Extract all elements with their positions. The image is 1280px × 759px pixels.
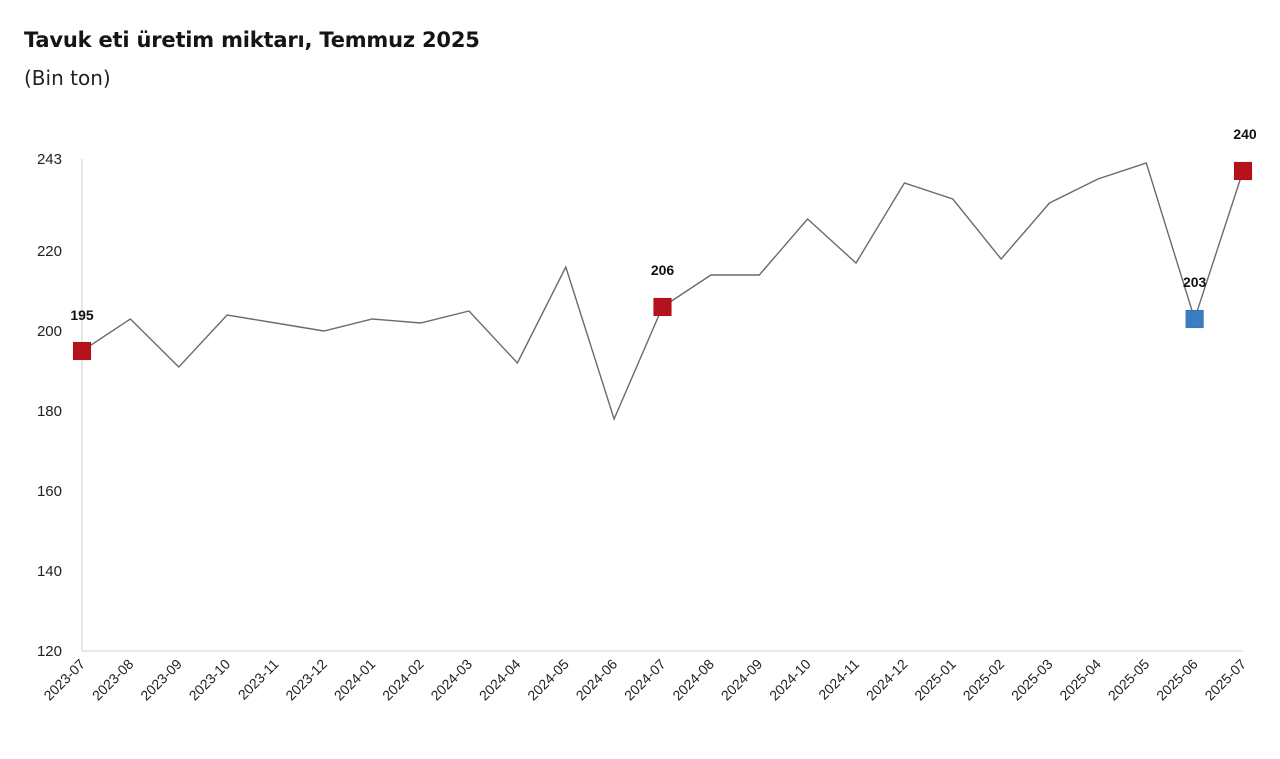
chart-title: Tavuk eti üretim miktarı, Temmuz 2025	[24, 28, 480, 52]
x-tick-label: 2024-10	[766, 656, 814, 704]
x-tick-label: 2024-01	[331, 656, 379, 704]
x-tick-label: 2025-06	[1153, 656, 1201, 704]
x-tick-label: 2024-06	[573, 656, 621, 704]
y-tick-label: 200	[37, 323, 62, 340]
x-tick-label: 2024-05	[524, 656, 572, 704]
y-tick-label: 180	[37, 403, 62, 420]
y-tick-label: 120	[37, 643, 62, 660]
x-tick-label: 2024-12	[863, 656, 911, 704]
y-tick-label: 140	[37, 563, 62, 580]
x-tick-label: 2024-03	[427, 656, 475, 704]
x-tick-label: 2023-10	[186, 656, 234, 704]
x-tick-label: 2023-11	[235, 656, 282, 703]
x-tick-label: 2023-08	[89, 656, 137, 704]
x-tick-label: 2023-12	[282, 656, 330, 704]
x-tick-label: 2024-09	[718, 656, 766, 704]
data-line	[81, 162, 1244, 421]
data-label: 206	[651, 262, 675, 278]
x-tick-label: 2025-07	[1201, 656, 1249, 704]
data-label: 240	[1233, 126, 1257, 142]
x-tick-label: 2025-02	[960, 656, 1008, 704]
data-point-marker	[1233, 161, 1253, 181]
y-tick-label: 220	[37, 243, 62, 260]
y-tick-label: 160	[37, 483, 62, 500]
x-tick-label: 2024-04	[476, 656, 524, 704]
chart-subtitle: (Bin ton)	[24, 66, 111, 90]
data-label: 195	[70, 307, 94, 323]
x-tick-label: 2024-11	[815, 656, 862, 703]
axes	[81, 159, 1243, 652]
data-point-marker	[72, 341, 92, 361]
data-point-marker	[1185, 309, 1204, 329]
x-tick-label: 2024-08	[669, 656, 717, 704]
x-tick-label: 2023-09	[137, 656, 185, 704]
data-label: 203	[1183, 274, 1207, 290]
data-point-marker	[653, 297, 672, 317]
highlight-markers: 195 206 203 240	[70, 126, 1257, 361]
y-axis-ticks: 120 140 160 180 200 220 243	[37, 151, 62, 660]
x-tick-label: 2025-01	[911, 656, 959, 704]
x-tick-label: 2025-04	[1056, 656, 1104, 704]
x-tick-label: 2023-07	[40, 656, 88, 704]
x-axis-ticks: 2023-07 2023-08 2023-09 2023-10 2023-11 2023-…	[40, 656, 1249, 704]
x-tick-label: 2025-03	[1008, 656, 1056, 704]
series-line	[81, 162, 1244, 421]
x-tick-label: 2024-02	[379, 656, 427, 704]
y-tick-label: 243	[37, 151, 62, 168]
x-tick-label: 2025-05	[1105, 656, 1153, 704]
x-tick-label: 2024-07	[621, 656, 669, 704]
